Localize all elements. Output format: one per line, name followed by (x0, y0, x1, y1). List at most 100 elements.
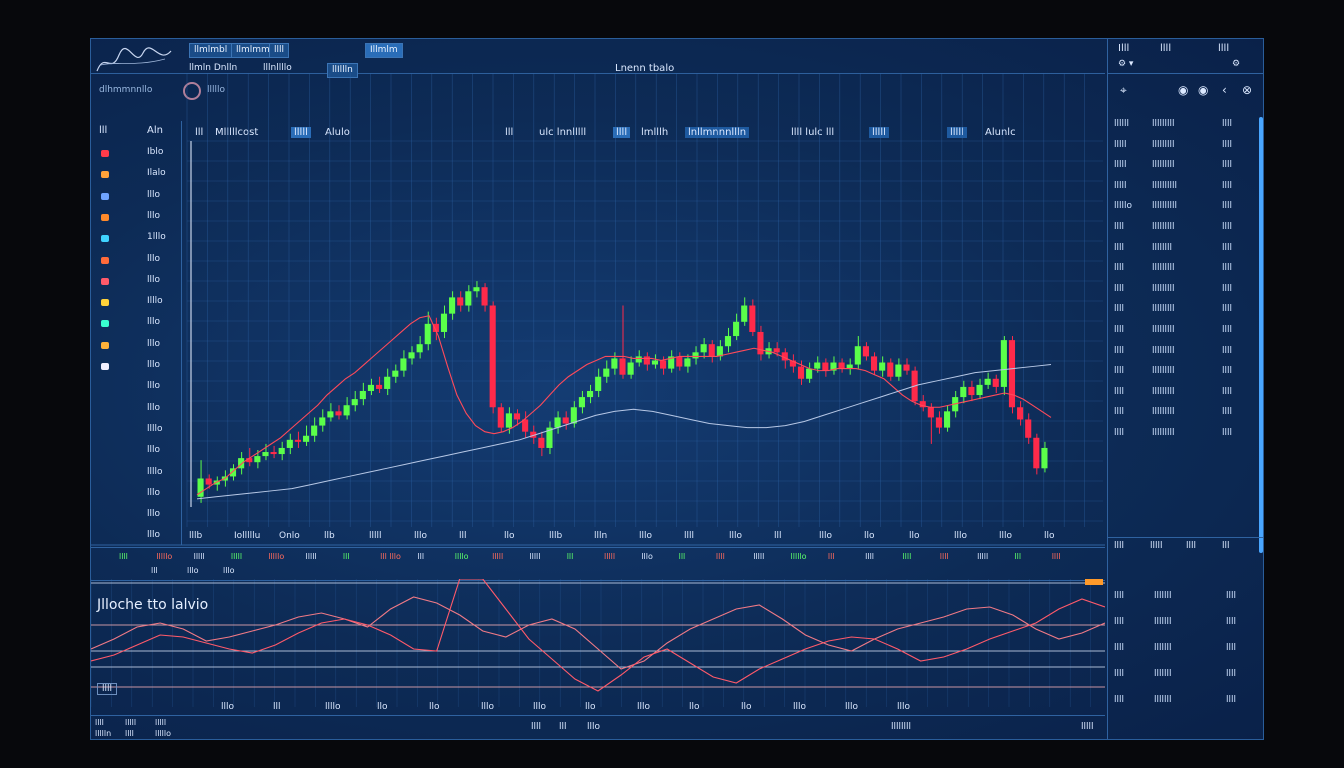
chart-header-l3[interactable]: Alulo (325, 127, 350, 138)
candle-body[interactable] (522, 419, 529, 432)
candle-body[interactable] (327, 411, 334, 418)
lower-row[interactable]: llll lllllll llll (1114, 591, 1254, 607)
candle-body[interactable] (311, 425, 318, 436)
candle-body[interactable] (611, 358, 618, 369)
candle-body[interactable] (716, 346, 723, 357)
symbol-list-item[interactable]: Ilalo (95, 166, 181, 184)
candle-body[interactable] (935, 417, 943, 428)
symbol-list-item[interactable]: lllo (95, 443, 181, 461)
candle-body[interactable] (465, 291, 472, 306)
settings-icon[interactable]: ⚙ ▾ (1118, 59, 1134, 69)
candle-body[interactable] (773, 348, 780, 353)
candle-body[interactable] (1041, 447, 1048, 469)
toolbar-tab-4[interactable]: Illmlm (365, 43, 403, 58)
symbol-list-item[interactable]: lllo (95, 315, 181, 333)
candle-body[interactable] (384, 376, 391, 389)
right-mid-item[interactable]: llll (1114, 541, 1125, 551)
candle-body[interactable] (505, 413, 512, 428)
watchlist-row[interactable]: llll lllllllll llll (1114, 407, 1254, 423)
symbol-list-item[interactable]: lllo (95, 379, 181, 397)
candle-body[interactable] (254, 456, 261, 463)
watchlist-scrollbar[interactable] (1259, 117, 1263, 553)
candle-body[interactable] (246, 458, 253, 463)
lower-row[interactable]: llll lllllll llll (1114, 669, 1254, 685)
bottom-left-item[interactable]: llll (125, 729, 134, 738)
symbol-list-item[interactable]: 1lllo (95, 230, 181, 248)
candle-body[interactable] (944, 411, 951, 428)
candle-body[interactable] (513, 413, 521, 420)
candle-body[interactable] (870, 356, 878, 371)
candle-body[interactable] (862, 346, 869, 357)
candle-body[interactable] (927, 407, 934, 418)
bottom-left-item[interactable]: lllllo (155, 729, 172, 738)
toolbar-row2-2[interactable]: lllnllllo (263, 63, 292, 73)
candle-body[interactable] (319, 417, 326, 426)
bottom-left-item[interactable]: llllln (95, 729, 112, 738)
bottom-left-item[interactable]: llll (95, 718, 104, 727)
candle-body[interactable] (270, 452, 277, 455)
right-header-3[interactable]: llll (1218, 43, 1230, 54)
bottom-center-item[interactable]: lllo (587, 722, 601, 732)
candle-body[interactable] (757, 331, 764, 355)
candle-body[interactable] (1000, 340, 1007, 387)
candle-body[interactable] (457, 297, 464, 306)
candle-body[interactable] (229, 468, 237, 477)
right-header-2[interactable]: llll (1160, 43, 1172, 54)
symbol-list-item[interactable]: llllo (95, 465, 181, 483)
right-header-1[interactable]: Illl (1118, 43, 1130, 54)
toolbar2-badge[interactable]: lllllo (207, 85, 226, 95)
candle-body[interactable] (473, 287, 480, 292)
lower-row[interactable]: llll lllllll llll (1114, 643, 1254, 659)
candle-body[interactable] (1017, 407, 1024, 420)
watchlist-row[interactable]: llll lllllllll llll (1114, 428, 1254, 444)
candle-body[interactable] (741, 305, 748, 322)
candle-body[interactable] (335, 411, 342, 416)
candle-body[interactable] (530, 431, 537, 438)
candle-body[interactable] (676, 356, 683, 367)
candle-body[interactable] (1033, 437, 1040, 469)
candle-body[interactable] (919, 401, 926, 408)
candle-body[interactable] (400, 358, 407, 371)
chart-header-l2[interactable]: lllll (291, 127, 311, 138)
candle-body[interactable] (367, 384, 375, 391)
candle-body[interactable] (749, 305, 756, 332)
candlestick-chart[interactable] (91, 39, 1105, 559)
symbol-list-item[interactable]: lllo (95, 401, 181, 419)
watchlist-row[interactable]: llll lllllllll llll (1114, 346, 1254, 362)
candle-body[interactable] (343, 405, 350, 416)
candle-body[interactable] (895, 364, 902, 377)
more-icon[interactable]: ⊗ (1242, 83, 1253, 97)
candle-body[interactable] (976, 384, 983, 396)
candle-body[interactable] (903, 364, 910, 371)
candle-body[interactable] (992, 378, 999, 387)
candle-body[interactable] (376, 384, 383, 389)
bottom-center-item[interactable]: llll (531, 722, 542, 732)
candle-body[interactable] (635, 356, 642, 363)
symbol-list-item[interactable]: llllo (95, 422, 181, 440)
candle-body[interactable] (205, 478, 212, 485)
candle-body[interactable] (392, 370, 399, 377)
toolbar-tab-3[interactable]: llll (269, 43, 290, 58)
watchlist-row[interactable]: llll lllllllll llll (1114, 304, 1254, 320)
candle-body[interactable] (960, 386, 967, 398)
symbol-list-item[interactable]: Iblo (95, 145, 181, 163)
watchlist-row[interactable]: llll lllllllll llll (1114, 325, 1254, 341)
candle-body[interactable] (424, 323, 431, 345)
candle-body[interactable] (302, 435, 310, 442)
candle-body[interactable] (733, 321, 740, 337)
toolbar-row2-1[interactable]: llmln Dnlln (189, 63, 238, 73)
symbol-list-item[interactable]: Illlo (95, 294, 181, 312)
candle-body[interactable] (586, 390, 594, 398)
toolbar2-label[interactable]: dlhmmnnllo (99, 85, 153, 95)
bottom-right-item[interactable]: llllllll (891, 722, 912, 732)
candle-body[interactable] (1008, 340, 1016, 408)
candle-body[interactable] (238, 458, 245, 469)
candle-body[interactable] (708, 344, 715, 357)
candle-body[interactable] (619, 358, 626, 375)
candle-body[interactable] (692, 352, 699, 359)
watchlist-row[interactable]: llll lllllllll llll (1114, 284, 1254, 300)
candle-body[interactable] (278, 447, 285, 455)
candle-body[interactable] (684, 358, 691, 367)
target-icon[interactable]: ◉ (1198, 83, 1209, 97)
symbol-list-item[interactable]: lllo (95, 337, 181, 355)
